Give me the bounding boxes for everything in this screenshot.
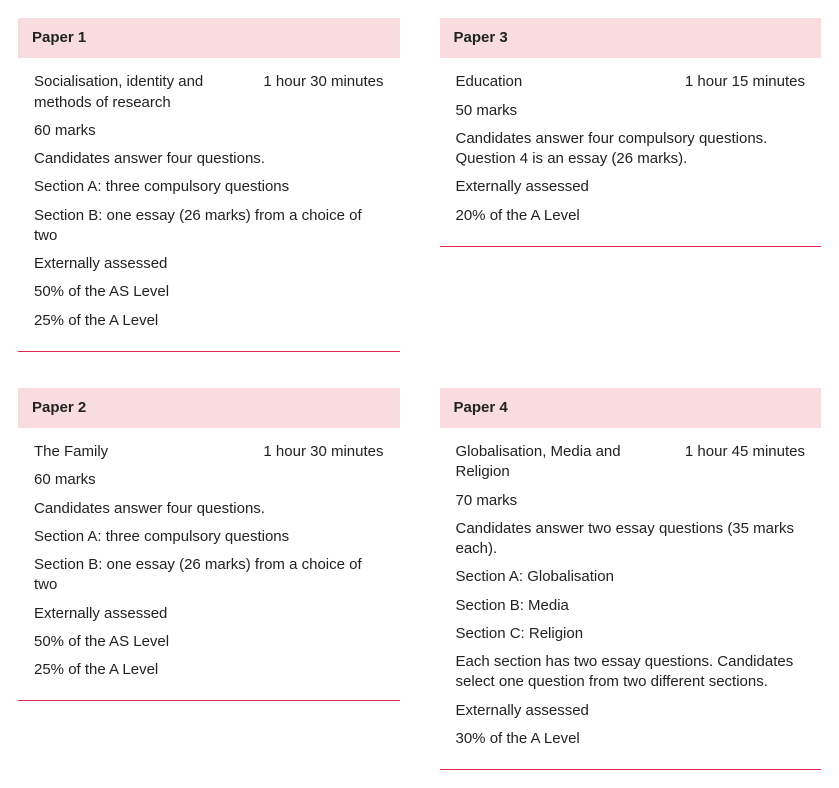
paper-line: Section A: three compulsory questions (34, 177, 384, 197)
paper-line: 25% of the A Level (34, 660, 384, 680)
paper-marks: 50 marks (456, 101, 806, 121)
paper-line: Candidates answer four questions. (34, 149, 384, 169)
paper-card-3: Paper 3 Education 1 hour 15 minutes 50 m… (440, 18, 822, 352)
paper-duration: 1 hour 30 minutes (263, 72, 383, 92)
paper-line: Section A: three compulsory questions (34, 527, 384, 547)
paper-card-1: Paper 1 Socialisation, identity and meth… (18, 18, 400, 352)
paper-line: Externally assessed (456, 701, 806, 721)
paper-topic-row: Education 1 hour 15 minutes (456, 72, 806, 92)
paper-topic: Education (456, 72, 535, 92)
paper-line: Section B: one essay (26 marks) from a c… (34, 206, 384, 247)
paper-topic-row: Globalisation, Media and Religion 1 hour… (456, 442, 806, 483)
paper-topic: The Family (34, 442, 120, 462)
paper-line: Externally assessed (34, 604, 384, 624)
paper-header: Paper 1 (18, 18, 400, 58)
paper-body: The Family 1 hour 30 minutes 60 marks Ca… (18, 428, 400, 696)
paper-line: Candidates answer two essay questions (3… (456, 519, 806, 560)
divider (18, 700, 400, 701)
paper-body: Education 1 hour 15 minutes 50 marks Can… (440, 58, 822, 242)
paper-topic-row: Socialisation, identity and methods of r… (34, 72, 384, 113)
paper-line: Candidates answer four compulsory questi… (456, 129, 806, 170)
paper-header: Paper 3 (440, 18, 822, 58)
paper-topic-row: The Family 1 hour 30 minutes (34, 442, 384, 462)
paper-card-2: Paper 2 The Family 1 hour 30 minutes 60 … (18, 388, 400, 770)
paper-duration: 1 hour 30 minutes (263, 442, 383, 462)
paper-line: Each section has two essay questions. Ca… (456, 652, 806, 693)
paper-line: Section A: Globalisation (456, 567, 806, 587)
papers-grid: Paper 1 Socialisation, identity and meth… (18, 18, 821, 770)
paper-header: Paper 2 (18, 388, 400, 428)
paper-marks: 60 marks (34, 121, 384, 141)
paper-marks: 70 marks (456, 491, 806, 511)
paper-line: Section C: Religion (456, 624, 806, 644)
paper-line: 25% of the A Level (34, 311, 384, 331)
paper-line: 50% of the AS Level (34, 282, 384, 302)
paper-marks: 60 marks (34, 470, 384, 490)
paper-line: Externally assessed (456, 177, 806, 197)
paper-topic: Socialisation, identity and methods of r… (34, 72, 237, 113)
paper-line: Candidates answer four questions. (34, 499, 384, 519)
paper-line: 20% of the A Level (456, 206, 806, 226)
divider (18, 351, 400, 352)
paper-duration: 1 hour 15 minutes (685, 72, 805, 92)
paper-header: Paper 4 (440, 388, 822, 428)
paper-line: Externally assessed (34, 254, 384, 274)
paper-duration: 1 hour 45 minutes (685, 442, 805, 462)
paper-body: Socialisation, identity and methods of r… (18, 58, 400, 347)
paper-line: Section B: Media (456, 596, 806, 616)
divider (440, 246, 822, 247)
paper-line: 30% of the A Level (456, 729, 806, 749)
paper-line: Section B: one essay (26 marks) from a c… (34, 555, 384, 596)
paper-card-4: Paper 4 Globalisation, Media and Religio… (440, 388, 822, 770)
paper-topic: Globalisation, Media and Religion (456, 442, 659, 483)
paper-body: Globalisation, Media and Religion 1 hour… (440, 428, 822, 765)
paper-line: 50% of the AS Level (34, 632, 384, 652)
divider (440, 769, 822, 770)
